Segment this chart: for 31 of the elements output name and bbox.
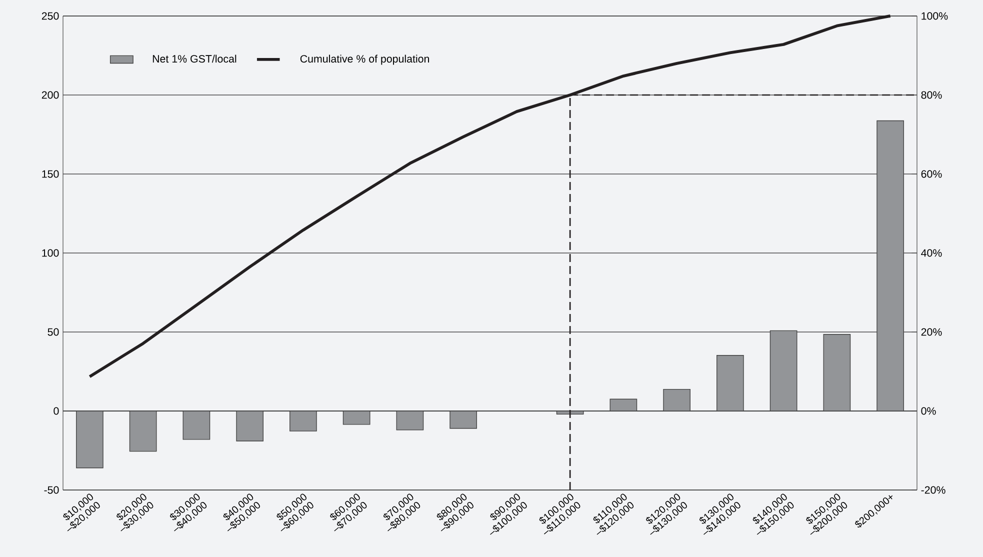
y-tick-label: 150 bbox=[42, 170, 59, 178]
bar bbox=[716, 355, 744, 412]
y2-tick-label: 80% bbox=[921, 91, 942, 99]
legend-label: Cumulative % of population bbox=[300, 54, 430, 65]
y-tick-label: 250 bbox=[42, 12, 59, 20]
bar bbox=[556, 410, 584, 414]
bar bbox=[76, 410, 104, 468]
y-tick-label: -50 bbox=[44, 486, 59, 494]
y2-tick-label: 100% bbox=[922, 12, 948, 20]
y-tick-label: 0 bbox=[54, 407, 59, 415]
y2-tick-label: 20% bbox=[921, 328, 942, 336]
y2-tick-label: 0% bbox=[921, 407, 936, 415]
bar bbox=[610, 398, 638, 412]
bar bbox=[129, 410, 157, 452]
y2-tick-label: -20% bbox=[921, 486, 946, 494]
y-tick-label: 100 bbox=[42, 249, 59, 257]
bar bbox=[396, 410, 424, 430]
bar bbox=[450, 410, 477, 429]
bar bbox=[236, 410, 264, 442]
bar bbox=[342, 410, 370, 425]
y2-tick-label: 60% bbox=[921, 170, 942, 178]
bar bbox=[663, 389, 690, 412]
bar bbox=[823, 334, 851, 412]
bar bbox=[876, 120, 904, 412]
y2-tick-label: 40% bbox=[921, 249, 942, 257]
y-tick-label: 200 bbox=[42, 91, 59, 99]
bar bbox=[770, 330, 798, 412]
legend-label: Net 1% GST/local bbox=[152, 54, 236, 63]
y-tick-label: 50 bbox=[48, 328, 59, 336]
bar bbox=[182, 410, 210, 440]
bar bbox=[290, 410, 317, 432]
